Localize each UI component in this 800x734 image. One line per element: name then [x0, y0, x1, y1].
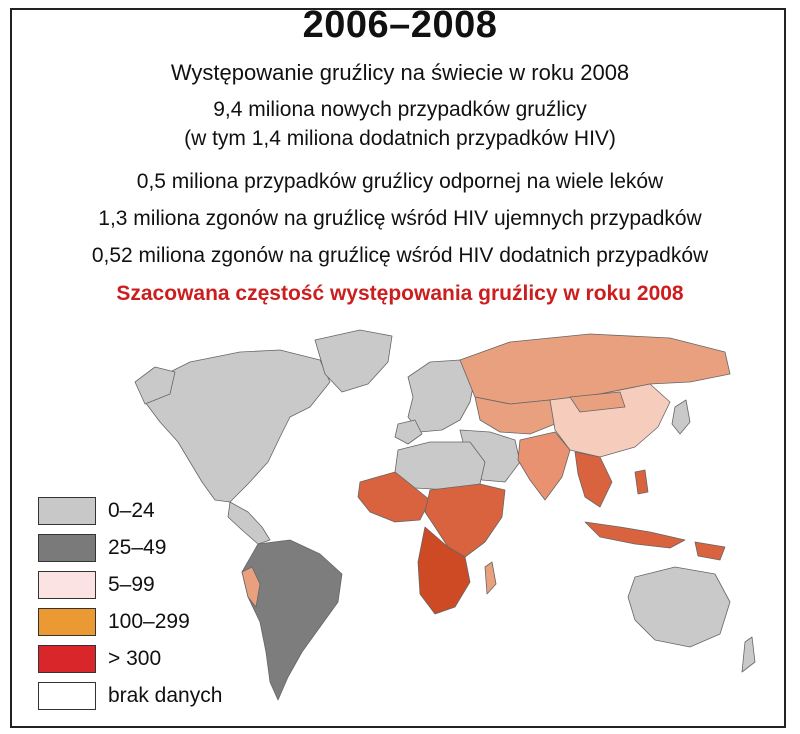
region-south-america	[241, 539, 343, 701]
region-madagascar	[484, 561, 497, 595]
region-alaska	[134, 366, 176, 405]
legend-label: > 300	[108, 647, 162, 670]
region-greenland	[314, 329, 393, 393]
fact-mdr-cases: 0,5 miliona przypadków gruźlicy odpornej…	[136, 170, 664, 193]
region-east-africa	[424, 483, 506, 558]
fact-new-cases: 9,4 miliona nowych przypadków gruźlicy	[213, 98, 587, 121]
legend-swatch	[38, 645, 96, 673]
legend-item-100-299: 100–299	[38, 608, 278, 636]
legend-item-25-49: 25–49	[38, 534, 278, 562]
legend-label: 25–49	[108, 536, 167, 559]
legend-item-0-24: 0–24	[38, 497, 278, 525]
figure-title: 2006–2008	[302, 4, 498, 46]
legend-item-5-99: 5–99	[38, 571, 278, 599]
region-australia	[627, 566, 731, 648]
legend-item-over-300: > 300	[38, 645, 278, 673]
region-north-america	[144, 349, 331, 503]
region-russia	[459, 333, 731, 405]
region-central-asia	[474, 396, 561, 435]
region-andes	[241, 566, 261, 608]
region-west-africa	[357, 471, 431, 523]
region-south-asia	[517, 431, 571, 501]
figure-subtitle: Występowanie gruźlicy na świecie w roku …	[170, 60, 630, 85]
region-iberia	[394, 419, 423, 445]
legend-item-no-data: brak danych	[38, 682, 278, 710]
region-philippines	[634, 469, 649, 495]
map-caption: Szacowana częstość występowania gruźlicy…	[116, 282, 684, 305]
legend-swatch	[38, 571, 96, 599]
region-new-zealand	[741, 636, 756, 673]
legend-label: 5–99	[108, 573, 155, 596]
world-map	[134, 329, 756, 701]
fact-deaths-hiv-negative: 1,3 miliona zgonów na gruźlicę wśród HIV…	[98, 207, 702, 230]
legend-swatch	[38, 534, 96, 562]
legend-swatch	[38, 608, 96, 636]
region-central-america	[227, 501, 271, 545]
legend-label: 100–299	[108, 610, 190, 633]
legend-swatch	[38, 682, 96, 710]
legend-label: 0–24	[108, 499, 155, 522]
legend-swatch	[38, 497, 96, 525]
region-indonesia	[584, 521, 686, 549]
region-mongolia	[569, 391, 626, 413]
region-japan	[671, 399, 691, 435]
region-europe	[407, 359, 476, 433]
fact-hiv-positive-cases: (w tym 1,4 miliona dodatnich przypadków …	[184, 127, 616, 150]
region-southeast-asia	[574, 451, 613, 508]
legend-label: brak danych	[108, 684, 223, 707]
region-papua	[694, 541, 726, 561]
fact-deaths-hiv-positive: 0,52 miliona zgonów na gruźlicę wśród HI…	[91, 244, 709, 267]
region-southern-africa	[417, 526, 471, 615]
